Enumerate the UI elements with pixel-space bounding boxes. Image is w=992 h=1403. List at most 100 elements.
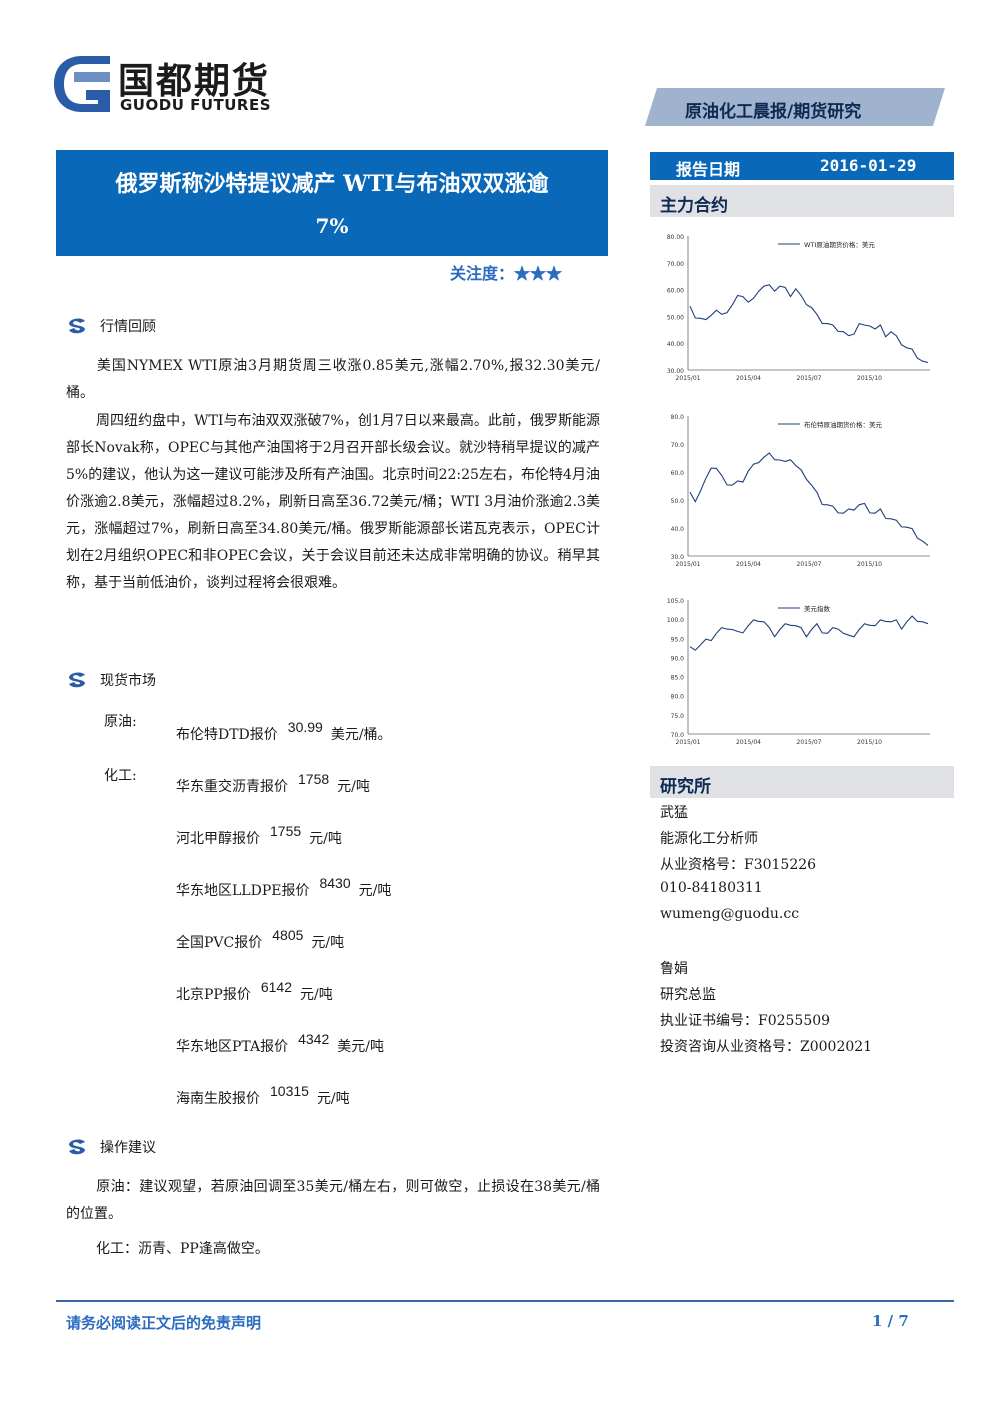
guodu-logo-icon — [54, 56, 110, 112]
spot-item-value: 10315 — [270, 1083, 309, 1099]
spot-item-value: 8430 — [319, 875, 351, 891]
y-tick-label: 80.00 — [667, 234, 684, 241]
y-tick-label: 60.0 — [671, 470, 685, 477]
x-tick-label: 2015/04 — [736, 375, 761, 382]
spot-item-name: 北京PP报价 — [176, 987, 251, 1003]
x-tick-label: 2015/07 — [797, 739, 822, 746]
analyst-phone: 010-84180311 — [660, 880, 763, 896]
spot-item: 华东重交沥青报价 1758 元/吨 — [176, 771, 370, 796]
advice-chem: 化工：沥青、PP逢高做空。 — [66, 1236, 600, 1263]
spot-item-unit: 元/吨 — [300, 987, 333, 1003]
y-tick-label: 90.0 — [671, 655, 685, 662]
y-tick-label: 75.0 — [671, 713, 685, 720]
main-contract-label: 主力合约 — [660, 196, 728, 216]
spot-item-name: 布伦特DTD报价 — [176, 727, 278, 743]
swirl-bullet-icon — [69, 1139, 85, 1155]
spot-item: 布伦特DTD报价 30.99 美元/桶。 — [176, 719, 392, 744]
review-paragraph-2-text: 周四纽约盘中，WTI与布油双双涨破7%，创1月7日以来最高。此前，俄罗斯能源部长… — [66, 413, 600, 591]
research-label: 研究所 — [660, 777, 711, 797]
analyst-cert2: 投资咨询从业资格号：Z0002021 — [660, 1039, 873, 1055]
section-spot-head: 现货市场 — [66, 670, 156, 690]
analyst-cert: 执业证书编号：F0255509 — [660, 1013, 831, 1029]
banner-shape — [645, 88, 945, 126]
brand-name-cn: 国都期货 — [118, 61, 271, 102]
advice-crude-text: 原油：建议观望，若原油回调至35美元/桶左右，则可做空，止损设在38美元/桶的位… — [66, 1179, 600, 1222]
series-line — [689, 615, 929, 651]
report-date-bar: 报告日期 2016-01-29 — [650, 152, 954, 180]
report-title-line2: 7% — [315, 214, 349, 238]
spot-item-unit: 元/吨 — [311, 935, 345, 951]
review-paragraph-2: 周四纽约盘中，WTI与布油双双涨破7%，创1月7日以来最高。此前，俄罗斯能源部长… — [66, 408, 600, 597]
section-advice-title: 操作建议 — [100, 1140, 156, 1156]
y-tick-label: 50.00 — [667, 314, 684, 321]
advice-crude: 原油：建议观望，若原油回调至35美元/桶左右，则可做空，止损设在38美元/桶的位… — [66, 1174, 600, 1228]
footer-rule — [56, 1300, 954, 1302]
y-tick-label: 105.0 — [667, 598, 684, 605]
chart-brent: 80.0 70.0 60.0 50.0 40.0 30.0 2015/01 2015/04 20… — [650, 406, 950, 572]
y-tick-label: 30.00 — [667, 368, 684, 375]
spot-item: 华东地区PTA报价 4342 美元/吨 — [176, 1031, 384, 1056]
section-review-title: 行情回顾 — [100, 319, 156, 335]
spot-item: 河北甲醇报价 1755 元/吨 — [176, 823, 342, 848]
legend-label: WTI原油期货价格：美元 — [804, 240, 875, 249]
analyst-email[interactable]: wumeng@guodu.cc — [660, 906, 800, 922]
x-tick-label: 2015/07 — [797, 561, 822, 568]
x-tick-label: 2015/01 — [676, 561, 701, 568]
x-tick-label: 2015/07 — [797, 375, 822, 382]
y-tick-label: 50.0 — [671, 498, 685, 505]
analyst-title: 研究总监 — [660, 987, 716, 1003]
spot-item-value: 30.99 — [287, 719, 323, 735]
section-review-head: 行情回顾 — [66, 316, 156, 336]
brand-name-en: GUODU FUTURES — [120, 96, 272, 114]
x-tick-label: 2015/10 — [857, 739, 882, 746]
report-date-value: 2016-01-29 — [820, 156, 917, 175]
chart-dollar-index-svg: 105.0100.095.090.085.080.075.070.02015/0… — [667, 598, 930, 746]
spot-item-unit: 元/吨 — [358, 883, 392, 899]
spot-item-unit: 元/吨 — [316, 1091, 350, 1107]
spot-item-name: 华东地区LLDPE报价 — [176, 883, 310, 899]
review-paragraph-1: 美国NYMEX WTI原油3月期货周三收涨0.85美元,涨幅2.70%,报32.… — [66, 353, 600, 407]
series-line — [689, 452, 929, 546]
x-tick-label: 2015/01 — [676, 739, 701, 746]
legend-label: 美元指数 — [804, 604, 831, 613]
series-line — [689, 284, 929, 364]
spot-item-value: 4342 — [298, 1031, 330, 1047]
report-type: 原油化工晨报/期货研究 — [685, 102, 862, 122]
report-type-banner: 原油化工晨报/期货研究 — [645, 88, 945, 126]
spot-item-unit: 美元/桶。 — [330, 727, 392, 743]
spot-chem-label: 化工: — [104, 768, 137, 784]
page-number: 1 / 7 — [872, 1312, 909, 1330]
y-tick-label: 80.0 — [671, 414, 685, 421]
chart-wti: 80.00 70.00 60.00 50.00 40.00 30.00 2015/01 201… — [650, 226, 950, 386]
guodu-logo: 国都期货 GUODU FUTURES — [52, 52, 292, 120]
report-date-label: 报告日期 — [676, 160, 741, 179]
disclaimer-link[interactable]: 请务必阅读正文后的免责声明 — [66, 1314, 262, 1332]
x-tick-label: 2015/04 — [736, 561, 761, 568]
report-title-box: 俄罗斯称沙特提议减产 WTI与布油双双涨逾 7% — [56, 150, 608, 256]
spot-item-value: 6142 — [260, 979, 292, 995]
x-tick-label: 2015/10 — [857, 375, 882, 382]
advice-chem-text: 化工：沥青、PP逢高做空。 — [96, 1241, 269, 1257]
swirl-bullet-icon — [69, 672, 85, 688]
spot-item-value: 1758 — [298, 771, 330, 787]
analyst-title: 能源化工分析师 — [660, 831, 758, 847]
x-tick-label: 2015/04 — [736, 739, 761, 746]
y-tick-label: 95.0 — [671, 636, 685, 643]
y-tick-label: 40.00 — [667, 341, 684, 348]
y-tick-label: 70.0 — [671, 732, 685, 739]
spot-item-name: 华东地区PTA报价 — [176, 1039, 289, 1055]
analyst-cert: 从业资格号：F3015226 — [660, 857, 817, 873]
section-spot-title: 现货市场 — [100, 673, 156, 689]
y-tick-label: 70.0 — [671, 442, 685, 449]
analyst-name: 武猛 — [660, 805, 688, 821]
spot-item-name: 海南生胶报价 — [176, 1091, 260, 1107]
attention-rating: 关注度：★★★ — [450, 264, 563, 283]
spot-item: 华东地区LLDPE报价 8430 元/吨 — [176, 875, 392, 900]
main-contract-bar: 主力合约 — [650, 185, 954, 217]
spot-item-value: 1755 — [270, 823, 302, 839]
spot-item-unit: 美元/吨 — [337, 1039, 384, 1055]
chart-dollar-index: 105.0 100.0 95.0 90.0 85.0 80.0 75.0 70.0 2015/0… — [650, 590, 950, 750]
section-advice-head: 操作建议 — [66, 1137, 156, 1157]
